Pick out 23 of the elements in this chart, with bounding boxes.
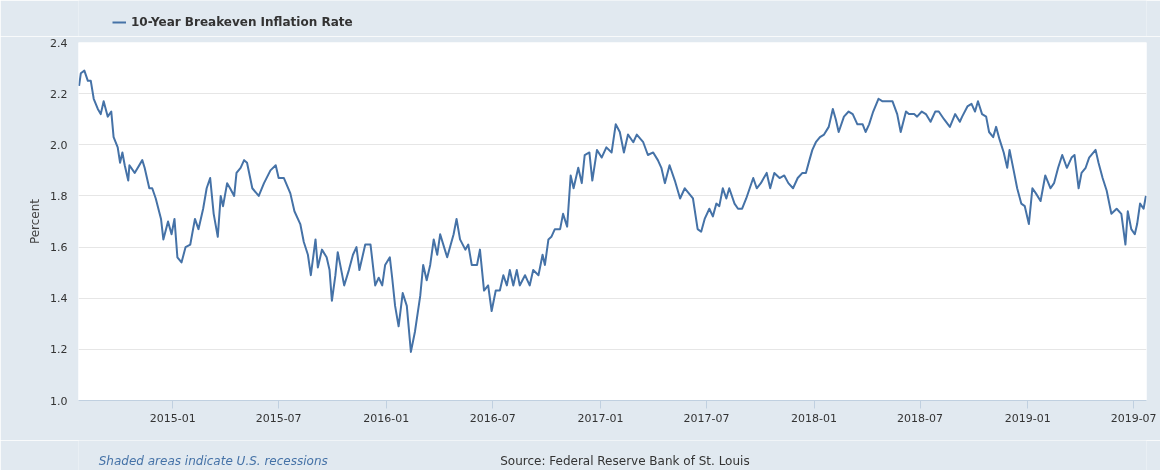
x-tick-label: 2016-07 xyxy=(469,411,516,425)
y-tick-label: 2.2 xyxy=(50,87,68,101)
y-axis-title: Percent xyxy=(28,198,43,245)
y-tick-label: 1.0 xyxy=(50,394,68,408)
y-tick-label: 2.0 xyxy=(50,138,68,152)
y-tick-label: 1.8 xyxy=(50,189,68,203)
x-tick-label: 2017-07 xyxy=(683,411,730,425)
source-note: Source: Federal Reserve Bank of St. Louis xyxy=(500,453,750,468)
x-tick-label: 2018-01 xyxy=(791,411,838,425)
y-tick-label: 1.2 xyxy=(50,343,68,357)
x-tick-label: 2016-01 xyxy=(363,411,410,425)
x-tick-label: 2019-01 xyxy=(1004,411,1051,425)
x-tick-label: 2017-01 xyxy=(577,411,624,425)
y-tick-label: 2.4 xyxy=(50,36,68,50)
x-tick-label: 2015-01 xyxy=(149,411,196,425)
legend-label: 10-Year Breakeven Inflation Rate xyxy=(131,15,353,29)
x-tick-label: 2019-07 xyxy=(1110,411,1157,425)
x-tick-label: 2015-07 xyxy=(255,411,302,425)
x-tick-label: 2018-07 xyxy=(897,411,944,425)
y-tick-label: 1.6 xyxy=(50,241,68,255)
line-series xyxy=(78,69,1147,353)
text: Shaded areas indicate U.S. recessions xyxy=(98,453,328,468)
y-tick-label: 1.4 xyxy=(50,292,68,306)
